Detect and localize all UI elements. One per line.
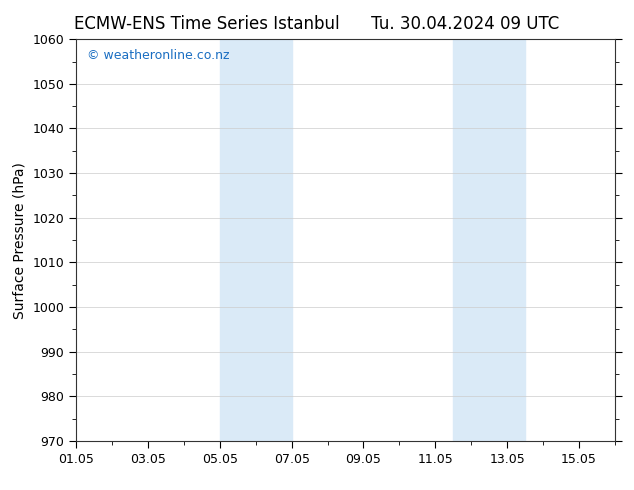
Bar xyxy=(220,39,292,441)
Text: ECMW-ENS Time Series Istanbul      Tu. 30.04.2024 09 UTC: ECMW-ENS Time Series Istanbul Tu. 30.04.… xyxy=(74,15,560,33)
Text: © weatheronline.co.nz: © weatheronline.co.nz xyxy=(87,49,230,62)
Bar xyxy=(453,39,525,441)
Y-axis label: Surface Pressure (hPa): Surface Pressure (hPa) xyxy=(13,162,27,318)
